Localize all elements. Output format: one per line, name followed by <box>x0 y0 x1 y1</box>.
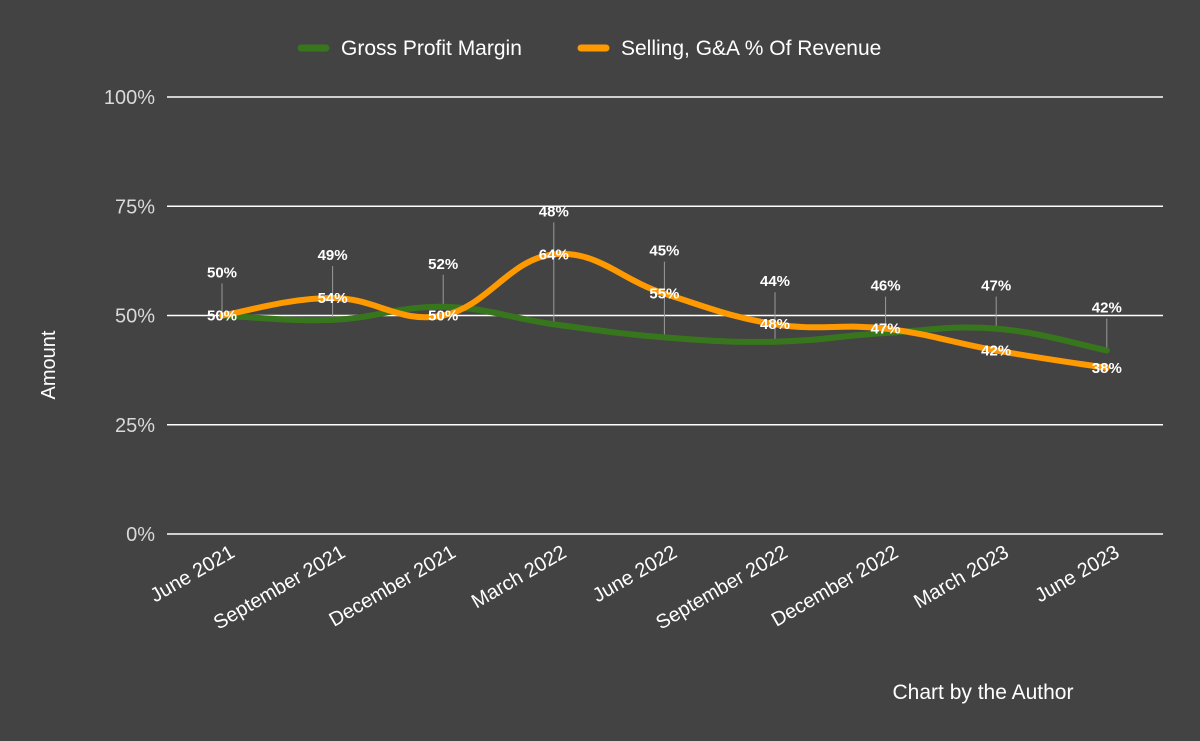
gross-profit-margin-data-label: 52% <box>428 256 458 273</box>
sga-percent-revenue-data-label: 48% <box>760 316 790 333</box>
sga-percent-revenue-line <box>219 250 1110 371</box>
y-axis-title: Amount <box>38 330 60 399</box>
sga-percent-revenue-legend-label: Selling, G&A % Of Revenue <box>621 37 881 60</box>
x-tick-label: June 2021 <box>147 541 239 607</box>
data-label-leaders <box>221 222 1108 351</box>
sga-percent-revenue-data-label: 64% <box>539 246 569 263</box>
gridlines <box>167 96 1163 535</box>
x-tick-label: June 2023 <box>1031 541 1123 607</box>
sga-percent-revenue-data-label: 50% <box>428 308 458 325</box>
y-tick-label: 50% <box>115 306 155 328</box>
y-tick-label: 100% <box>104 87 155 109</box>
sga-percent-revenue-data-label: 54% <box>318 290 348 307</box>
y-axis-ticks: 0% 25% 50% 75% 100% <box>104 87 155 546</box>
series-lines <box>219 250 1110 371</box>
sga-percent-revenue-data-label: 47% <box>871 321 901 338</box>
y-tick-label: 0% <box>126 524 155 546</box>
gross-profit-margin-data-label: 47% <box>981 278 1011 295</box>
gross-profit-margin-data-label: 46% <box>871 278 901 295</box>
gross-profit-margin-line <box>219 303 1110 354</box>
gross-profit-margin-data-label: 44% <box>760 273 790 290</box>
gross-profit-margin-data-label: 48% <box>539 203 569 220</box>
x-tick-label: March 2023 <box>910 541 1012 613</box>
sga-percent-revenue-data-label: 38% <box>1092 360 1122 377</box>
y-tick-label: 25% <box>115 415 155 437</box>
gross-profit-margin-legend-label: Gross Profit Margin <box>341 37 522 60</box>
sga-percent-revenue-data-label: 50% <box>207 308 237 325</box>
gross-profit-margin-data-label: 45% <box>649 243 679 260</box>
data-labels: 50% 49% 52% 48% 45% 44% 46% 47% 42% 50% 54% 50% 64% 5… <box>207 203 1122 377</box>
x-tick-label: March 2022 <box>468 541 570 613</box>
legend: Gross Profit Margin Selling, G&A % Of Rev… <box>297 37 881 60</box>
chart-credit: Chart by the Author <box>893 681 1074 704</box>
sga-percent-revenue-data-label: 42% <box>981 342 1011 359</box>
sga-percent-revenue-data-label: 55% <box>649 286 679 303</box>
gross-profit-margin-data-label: 42% <box>1092 299 1122 316</box>
gross-profit-margin-data-label: 49% <box>318 247 348 264</box>
x-tick-label: June 2022 <box>589 541 681 607</box>
y-tick-label: 75% <box>115 196 155 218</box>
gross-profit-margin-data-label: 50% <box>207 265 237 282</box>
